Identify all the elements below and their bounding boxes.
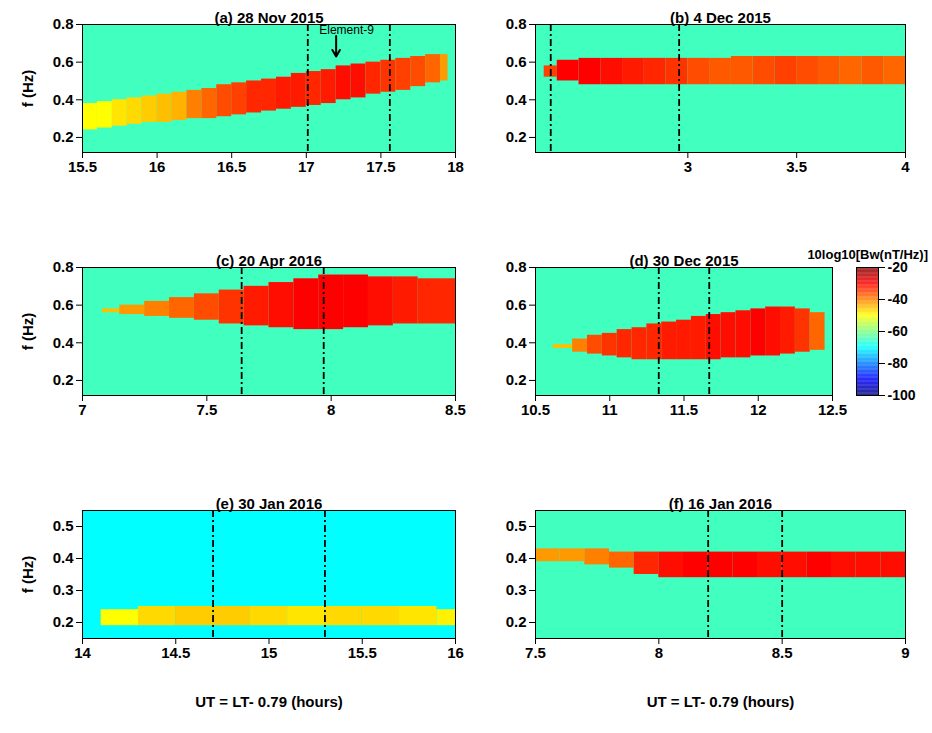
svg-text:7: 7 [78, 401, 86, 418]
svg-text:10.5: 10.5 [521, 401, 550, 418]
svg-text:14: 14 [74, 644, 91, 661]
svg-text:7.5: 7.5 [525, 644, 546, 661]
svg-text:4: 4 [901, 158, 910, 175]
svg-text:f (Hz): f (Hz) [19, 70, 36, 108]
svg-text:f (Hz): f (Hz) [19, 313, 36, 351]
svg-text:f (Hz): f (Hz) [19, 556, 36, 594]
svg-text:0.5: 0.5 [53, 517, 74, 534]
svg-text:8.5: 8.5 [445, 401, 466, 418]
svg-text:-40: -40 [888, 291, 908, 307]
svg-text:UT = LT- 0.79 (hours): UT = LT- 0.79 (hours) [647, 693, 795, 710]
svg-text:UT = LT- 0.79 (hours): UT = LT- 0.79 (hours) [195, 693, 343, 710]
svg-text:12: 12 [750, 401, 767, 418]
svg-text:15.5: 15.5 [348, 644, 377, 661]
svg-text:0.6: 0.6 [53, 53, 74, 70]
svg-text:0.4: 0.4 [53, 91, 75, 108]
svg-text:0.2: 0.2 [506, 128, 527, 145]
svg-text:0.2: 0.2 [506, 371, 527, 388]
svg-text:(a) 28 Nov 2015: (a) 28 Nov 2015 [214, 9, 323, 26]
svg-text:0.2: 0.2 [53, 371, 74, 388]
svg-text:0.2: 0.2 [53, 613, 74, 630]
svg-text:0.3: 0.3 [53, 581, 74, 598]
svg-text:Element-9: Element-9 [319, 23, 374, 37]
svg-text:16: 16 [149, 158, 166, 175]
svg-text:15.5: 15.5 [68, 158, 97, 175]
svg-text:16: 16 [447, 644, 464, 661]
svg-text:14.5: 14.5 [161, 644, 190, 661]
svg-text:0.4: 0.4 [53, 549, 75, 566]
svg-text:0.5: 0.5 [506, 517, 527, 534]
svg-text:11: 11 [602, 401, 618, 418]
svg-text:16.5: 16.5 [217, 158, 246, 175]
svg-text:0.8: 0.8 [53, 15, 74, 32]
svg-text:8.5: 8.5 [772, 644, 793, 661]
svg-text:0.8: 0.8 [506, 15, 527, 32]
svg-text:17: 17 [298, 158, 315, 175]
svg-text:0.4: 0.4 [506, 91, 528, 108]
svg-text:0.2: 0.2 [506, 613, 527, 630]
svg-text:(d) 30 Dec 2015: (d) 30 Dec 2015 [629, 252, 738, 269]
svg-text:0.4: 0.4 [53, 334, 75, 351]
svg-text:15: 15 [261, 644, 278, 661]
svg-text:0.2: 0.2 [53, 128, 74, 145]
svg-text:-100: -100 [888, 387, 916, 403]
svg-text:0.6: 0.6 [506, 53, 527, 70]
svg-text:0.6: 0.6 [53, 296, 74, 313]
svg-text:7.5: 7.5 [196, 401, 217, 418]
svg-text:18: 18 [447, 158, 464, 175]
svg-text:8: 8 [327, 401, 335, 418]
svg-text:(b) 4 Dec 2015: (b) 4 Dec 2015 [670, 9, 771, 26]
svg-text:0.4: 0.4 [506, 334, 528, 351]
svg-text:9: 9 [901, 644, 909, 661]
svg-text:0.3: 0.3 [506, 581, 527, 598]
svg-text:(c) 20 Apr 2016: (c) 20 Apr 2016 [216, 252, 322, 269]
svg-text:3.5: 3.5 [786, 158, 807, 175]
svg-text:0.4: 0.4 [506, 549, 528, 566]
svg-text:0.6: 0.6 [506, 296, 527, 313]
svg-text:17.5: 17.5 [366, 158, 395, 175]
svg-text:0.8: 0.8 [53, 258, 74, 275]
html-text:10log10[Bw(nT/Hz)]: 10log10[Bw(nT/Hz)] [807, 247, 928, 262]
svg-text:-20: -20 [887, 259, 908, 275]
svg-text:8: 8 [655, 644, 663, 661]
svg-text:3: 3 [684, 158, 692, 175]
svg-text:(e) 30 Jan 2016: (e) 30 Jan 2016 [216, 495, 323, 512]
svg-text:-80: -80 [888, 355, 908, 371]
svg-text:(f) 16 Jan 2016: (f) 16 Jan 2016 [669, 495, 772, 512]
svg-text:11.5: 11.5 [670, 401, 698, 418]
svg-text:0.8: 0.8 [506, 258, 527, 275]
svg-text:-60: -60 [888, 323, 908, 339]
svg-text:12.5: 12.5 [818, 401, 847, 418]
